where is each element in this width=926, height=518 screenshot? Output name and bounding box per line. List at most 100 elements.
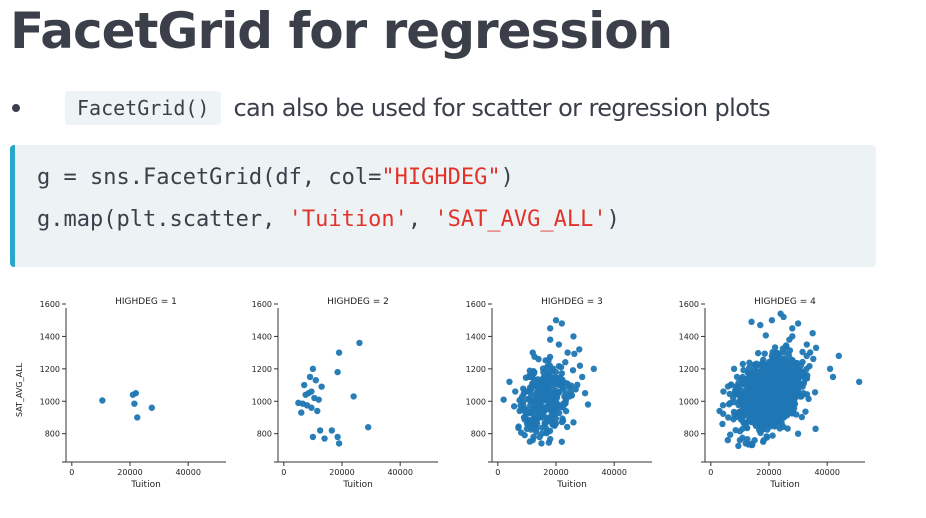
scatter-point (531, 376, 538, 384)
y-tick-label: 1200 (466, 365, 486, 374)
scatter-point (556, 388, 563, 396)
scatter-point (800, 374, 808, 381)
scatter-point (751, 361, 758, 368)
x-tick-label: 20000 (117, 468, 142, 477)
scatter-point (745, 364, 753, 372)
x-axis-label: Tuition (342, 480, 373, 490)
scatter-point (546, 353, 554, 361)
scatter-point (350, 393, 357, 400)
y-tick-label: 1200 (40, 365, 60, 374)
scatter-point (770, 378, 777, 385)
scatter-point (300, 381, 308, 389)
facet-panel-3: HIGHDEG = 3 800 1000 1200 1400 1600 0 20000 4000… (466, 297, 652, 490)
scatter-point (724, 436, 731, 444)
scatter-point (826, 365, 834, 373)
scatter-point (539, 393, 547, 400)
scatter-point (829, 373, 837, 381)
scatter-point (771, 366, 779, 374)
scatter-point (761, 350, 768, 357)
scatter-point (719, 410, 727, 417)
scatter-point (562, 389, 569, 396)
scatter-point (536, 408, 543, 415)
scatter-point (763, 433, 770, 440)
scatter-point (725, 401, 733, 408)
scatter-point (793, 362, 800, 370)
scatter-point (576, 346, 583, 353)
scatter-point (550, 394, 557, 401)
scatter-point (800, 379, 808, 387)
scatter-point (726, 390, 733, 398)
scatter-point (530, 370, 538, 377)
scatter-point (308, 404, 315, 411)
scatter-point (581, 389, 589, 397)
scatter-point (758, 360, 765, 367)
scatter-point (789, 325, 796, 332)
scatter-point (522, 374, 530, 381)
scatter-point (538, 440, 545, 447)
scatter-point (555, 341, 563, 348)
scatter-point (742, 399, 750, 406)
scatter-point (334, 368, 341, 376)
scatter-point (560, 400, 567, 407)
scatter-point (769, 432, 776, 439)
scatter-point (730, 365, 738, 373)
scatter-point (554, 374, 562, 382)
scatter-point (314, 407, 321, 415)
y-tick-label: 1600 (40, 300, 60, 309)
scatter-point (148, 404, 156, 411)
scatter-point (766, 388, 773, 396)
facet-panel-4: HIGHDEG = 4 800 1000 1200 1400 1600 0 20000 4000… (679, 297, 865, 490)
code-token: g = sns.FacetGrid(df, col= (37, 165, 382, 190)
inline-code: FacetGrid() (65, 91, 222, 125)
scatter-point (806, 349, 814, 356)
scatter-point (786, 347, 794, 354)
x-axis-label: Tuition (130, 480, 161, 490)
scatter-point (757, 321, 764, 329)
scatter-point (809, 329, 816, 337)
scatter-point (774, 352, 782, 359)
scatter-point (744, 435, 751, 443)
x-tick-label: 0 (281, 468, 286, 477)
scatter-point (563, 423, 571, 431)
scatter-point (777, 406, 784, 413)
bullet-item: FacetGrid() can also be used for scatter… (10, 88, 771, 128)
scatter-point (542, 420, 549, 427)
scatter-point (558, 320, 566, 327)
scatter-point (812, 344, 820, 352)
scatter-point (810, 355, 817, 363)
scatter-point (757, 425, 765, 432)
scatter-point (578, 373, 586, 381)
scatter-point (335, 349, 343, 356)
code-block: g = sns.FacetGrid(df, col="HIGHDEG") g.m… (10, 145, 876, 267)
x-tick-label: 40000 (601, 468, 626, 477)
scatter-point (719, 420, 726, 428)
scatter-point (740, 366, 747, 374)
scatter-point (778, 388, 786, 395)
scatter-point (794, 320, 802, 327)
scatter-point (749, 441, 756, 449)
scatter-point (750, 404, 758, 412)
scatter-point (576, 362, 584, 369)
scatter-point (584, 401, 592, 408)
scatter-point (546, 435, 554, 443)
y-tick-label: 800 (45, 430, 60, 439)
scatter-point (312, 376, 320, 384)
scatter-point (315, 396, 322, 403)
code-line-2: g.map(plt.scatter, 'Tuition', 'SAT_AVG_A… (37, 207, 620, 232)
scatter-point (517, 429, 525, 436)
scatter-point (780, 313, 787, 321)
scatter-point (781, 371, 789, 378)
scatter-point (727, 431, 734, 438)
scatter-point (552, 317, 560, 324)
scatter-point (794, 382, 801, 389)
scatter-point (748, 409, 755, 417)
code-string-token: 'SAT_AVG_ALL' (434, 207, 607, 232)
scatter-point (571, 350, 578, 358)
scatter-point (783, 412, 791, 419)
scatter-point (730, 408, 738, 416)
scatter-point (739, 410, 746, 418)
scatter-point (768, 409, 775, 417)
scatter-point (751, 395, 758, 402)
scatter-point (298, 409, 305, 416)
code-string-token: 'Tuition' (288, 207, 408, 232)
